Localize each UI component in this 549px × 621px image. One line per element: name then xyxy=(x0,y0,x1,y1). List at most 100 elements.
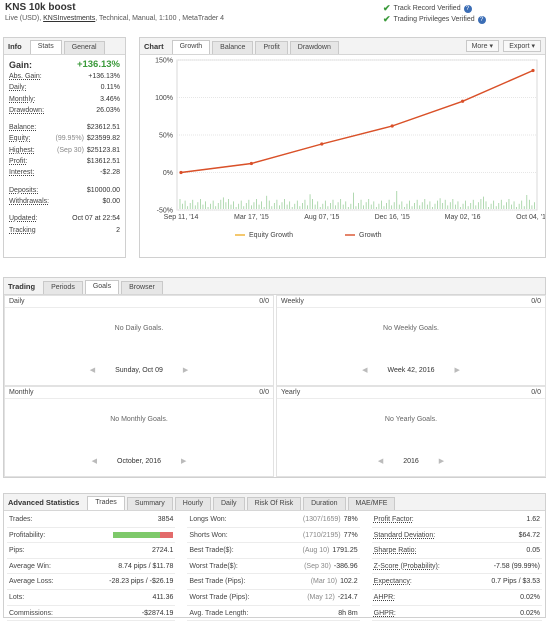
tab-growth[interactable]: Growth xyxy=(171,40,211,54)
chevron-right-icon[interactable]: ▶ xyxy=(180,458,187,465)
info-title: Info xyxy=(8,41,22,51)
goal-card-yearly: Yearly 0/0 No Yearly Goals. ◀ 2016 ▶ xyxy=(276,386,546,477)
x-tick-label: Oct 04, '16 xyxy=(516,214,545,221)
trading-privileges-label: Trading Privileges Verified xyxy=(393,16,475,23)
info-row-value: 3.46% xyxy=(100,95,120,103)
advanced-stats-panel: Advanced Statistics Trades Summary Hourly D… xyxy=(3,493,546,621)
x-tick-label: Mar 17, '15 xyxy=(234,214,269,221)
help-icon[interactable]: ? xyxy=(463,4,472,13)
equity-legend-label: Equity Growth xyxy=(249,232,293,239)
chevron-right-icon[interactable]: ▶ xyxy=(182,367,189,374)
more-dropdown[interactable]: More ▾ xyxy=(465,40,499,52)
stat-label: Lots: xyxy=(9,593,25,601)
tab-summary[interactable]: Summary xyxy=(126,497,173,510)
stat-label: Profitability: xyxy=(9,531,46,539)
stat-label: Worst Trade($): xyxy=(189,562,238,570)
info-row: Withdrawals: $0.00 xyxy=(9,196,120,207)
chevron-left-icon[interactable]: ◀ xyxy=(377,458,384,465)
goal-card-monthly: Monthly 0/0 No Monthly Goals. ◀ October, 201… xyxy=(4,386,274,477)
info-row-label: Monthly: xyxy=(9,95,36,103)
tab-trades[interactable]: Trades xyxy=(87,496,125,510)
stat-value: 78% xyxy=(343,516,358,523)
stats-column-3: Profit Factor: 1.62 Standard Deviation: $64… xyxy=(371,512,542,621)
stat-value: -$2874.19 xyxy=(141,609,174,617)
stat-label: Pips: xyxy=(9,547,25,555)
stat-value-wrap: 2724.1 xyxy=(152,543,173,558)
tab-risk-of-risk[interactable]: Risk Of Risk xyxy=(246,497,302,510)
chevron-left-icon[interactable]: ◀ xyxy=(89,367,96,374)
info-row-value: $23612.51 xyxy=(86,124,120,132)
chevron-left-icon[interactable]: ◀ xyxy=(362,367,368,374)
no-goals-text: No Daily Goals. xyxy=(114,325,164,332)
chevron-down-icon: ▾ xyxy=(489,43,493,50)
broker-link[interactable]: KNSInvestments xyxy=(43,15,96,22)
info-row: Balance: $23612.51 xyxy=(9,122,120,133)
tab-profit[interactable]: Profit xyxy=(255,41,288,54)
chevron-right-icon[interactable]: ▶ xyxy=(454,367,460,374)
tab-drawdown[interactable]: Drawdown xyxy=(289,41,339,54)
no-goals-text: No Monthly Goals. xyxy=(110,416,168,423)
stat-row: Average Win: 8.74 pips / $11.78 xyxy=(7,559,176,575)
stat-value-wrap: (1307/1659) 78% xyxy=(303,512,358,527)
stat-label: Worst Trade (Pips): xyxy=(189,593,250,601)
stat-value: 102.2 xyxy=(340,578,358,586)
stat-row: Pips: 2724.1 xyxy=(7,543,176,559)
goal-period-label: Week 42, 2016 xyxy=(387,366,435,374)
info-row-value: $25123.81 xyxy=(86,146,120,154)
trading-tabs: Trading Periods Goals Browser xyxy=(4,278,545,295)
info-row: Deposits: $10000.00 xyxy=(9,185,120,196)
chevron-right-icon[interactable]: ▶ xyxy=(438,458,445,465)
tab-goals[interactable]: Goals xyxy=(84,280,120,294)
checkmark-icon: ✔ xyxy=(383,14,391,24)
tab-stats[interactable]: Stats xyxy=(29,40,62,54)
tab-duration[interactable]: Duration xyxy=(303,497,346,510)
stat-value: -28.23 pips / -$26.19 xyxy=(109,578,174,586)
equity-growth-line xyxy=(180,70,534,173)
goal-card-weekly: Weekly 0/0 No Weekly Goals. ◀ Week 42, 2016 ▶ xyxy=(276,295,546,386)
info-row: Equity: (99.95%) $23599.82 xyxy=(9,133,120,144)
subtitle-suffix: , Technical, Manual, 1:100 , MetaTrader … xyxy=(95,15,225,22)
info-row-value-wrap: Oct 07 at 22:54 xyxy=(72,213,120,224)
stat-value-wrap: 1.62 xyxy=(526,512,540,527)
export-dropdown[interactable]: Export ▾ xyxy=(503,40,541,52)
stat-label: Expectancy: xyxy=(373,578,412,586)
gain-label: Gain: xyxy=(9,59,33,70)
tab-general[interactable]: General xyxy=(63,41,105,54)
info-row-label: Interest: xyxy=(9,169,35,177)
tab-mae-mfe[interactable]: MAE/MFE xyxy=(347,497,396,510)
stat-value: -7.58 (99.99%) xyxy=(493,562,540,570)
info-row-value-wrap: -$2.28 xyxy=(100,167,120,178)
info-row-value: 2 xyxy=(116,226,120,234)
tab-periods[interactable]: Periods xyxy=(43,281,83,294)
info-row-label: Deposits: xyxy=(9,186,39,194)
info-row-value-wrap: (99.95%) $23599.82 xyxy=(56,133,121,144)
stat-row: Lots: 411.36 xyxy=(7,590,176,606)
y-tick-label: -50% xyxy=(157,208,173,215)
info-panel: Info Stats General Gain: +136.13% Abs. G… xyxy=(3,37,126,258)
stat-row: Expectancy: 0.7 Pips / $3.53 xyxy=(371,574,542,590)
info-row: Monthly: 3.46% xyxy=(9,94,120,105)
stat-value: 8.74 pips / $11.78 xyxy=(118,562,174,570)
stat-extra: (Sep 30) xyxy=(304,562,331,570)
stat-label: Sharpe Ratio: xyxy=(373,547,417,555)
tab-balance[interactable]: Balance xyxy=(212,41,254,54)
chevron-left-icon[interactable]: ◀ xyxy=(91,458,97,465)
info-row-label: Withdrawals: xyxy=(9,197,50,205)
stat-label: Best Trade($): xyxy=(189,547,234,555)
info-row: Tracking 2 xyxy=(9,225,120,236)
profitability-win-fill xyxy=(113,531,160,538)
help-icon[interactable]: ? xyxy=(477,15,486,24)
stat-value: 3854 xyxy=(157,516,174,523)
stat-label: Profit Factor: xyxy=(373,516,414,523)
x-tick-label: Dec 16, '15 xyxy=(375,214,410,221)
tab-browser[interactable]: Browser xyxy=(121,281,163,294)
stat-value-wrap: (Sep 30) -386.96 xyxy=(304,559,358,574)
info-row-value: -$2.28 xyxy=(100,169,120,177)
tab-daily[interactable]: Daily xyxy=(213,497,245,510)
goal-period-label: October, 2016 xyxy=(117,457,161,465)
growth-point xyxy=(320,142,324,146)
stat-value: $64.72 xyxy=(518,531,540,539)
stat-label: Standard Deviation: xyxy=(373,531,436,539)
advanced-stats-tabs: Advanced Statistics Trades Summary Hourly D… xyxy=(4,494,545,511)
tab-hourly[interactable]: Hourly xyxy=(174,497,211,510)
